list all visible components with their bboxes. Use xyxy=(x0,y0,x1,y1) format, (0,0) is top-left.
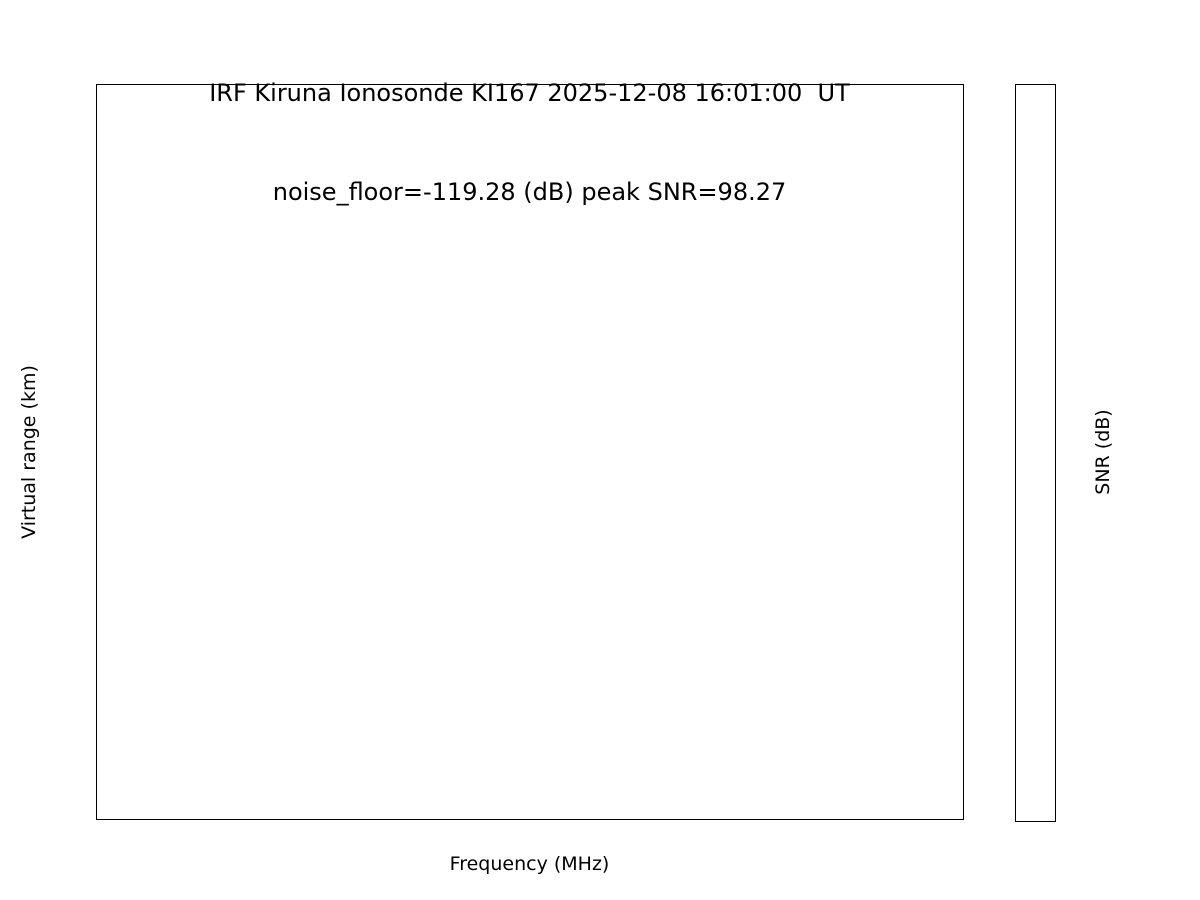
ionogram-heatmap xyxy=(97,85,962,818)
colorbar-label: SNR (dB) xyxy=(1092,409,1114,495)
plot-axes xyxy=(96,84,964,820)
colorbar xyxy=(1015,84,1056,822)
y-axis-label: Virtual range (km) xyxy=(18,365,40,539)
x-axis-label: Frequency (MHz) xyxy=(449,853,610,875)
colorbar-gradient xyxy=(1016,85,1055,821)
